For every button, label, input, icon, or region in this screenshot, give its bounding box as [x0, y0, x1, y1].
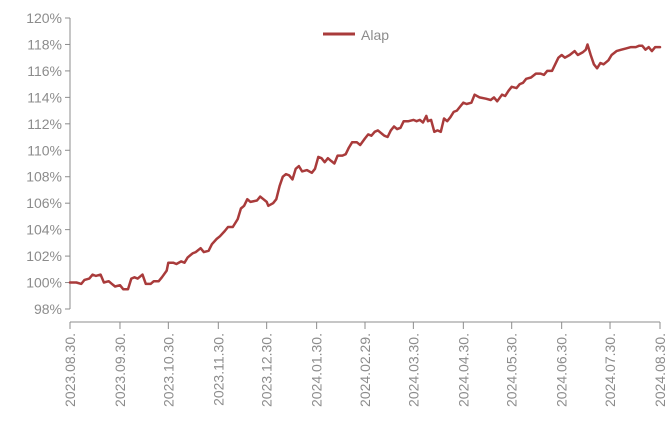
y-axis: 98% 100% 102% 104% 106% 108% 110% 112% 114% 116% 1…	[26, 10, 71, 317]
x-axis: 2023.08.30. 2023.09.30. 2023.10.30. 2023.11…	[62, 321, 667, 407]
y-tick-label: 112%	[27, 116, 62, 132]
x-tick-label: 2023.12.30.	[259, 333, 275, 407]
x-tick-label: 2024.03.30.	[405, 333, 421, 407]
y-tick-label: 116%	[27, 63, 62, 79]
y-tick-label: 118%	[27, 36, 62, 52]
x-tick-label: 2023.10.30.	[160, 333, 176, 407]
y-tick-label: 100%	[26, 275, 62, 291]
x-tick-label: 2024.04.30.	[455, 333, 471, 407]
x-tick-label: 2024.02.29.	[357, 333, 373, 407]
x-tick-label: 2023.11.30.	[210, 333, 226, 406]
x-tick-label: 2024.08.30.	[652, 333, 667, 407]
series-layer	[68, 43, 662, 291]
x-tick-label: 2023.08.30.	[62, 333, 78, 407]
y-tick-label: 114%	[27, 89, 62, 105]
x-tick-label: 2024.01.30.	[309, 333, 325, 407]
y-tick-label: 98%	[34, 301, 62, 317]
y-tick-label: 110%	[27, 142, 62, 158]
x-tick-label: 2023.09.30.	[112, 333, 128, 407]
y-tick-label: 106%	[26, 195, 62, 211]
x-tick-label: 2024.06.30.	[554, 333, 570, 407]
x-tick-label: 2024.05.30.	[504, 333, 520, 407]
legend: Alap	[323, 27, 389, 43]
series-line-0	[68, 43, 662, 291]
x-tick-label: 2024.07.30.	[602, 333, 618, 407]
y-tick-label: 120%	[26, 10, 62, 26]
y-tick-label: 104%	[26, 222, 62, 238]
y-tick-label: 108%	[26, 169, 62, 185]
y-tick-label: 102%	[26, 248, 62, 264]
legend-label: Alap	[361, 27, 389, 43]
